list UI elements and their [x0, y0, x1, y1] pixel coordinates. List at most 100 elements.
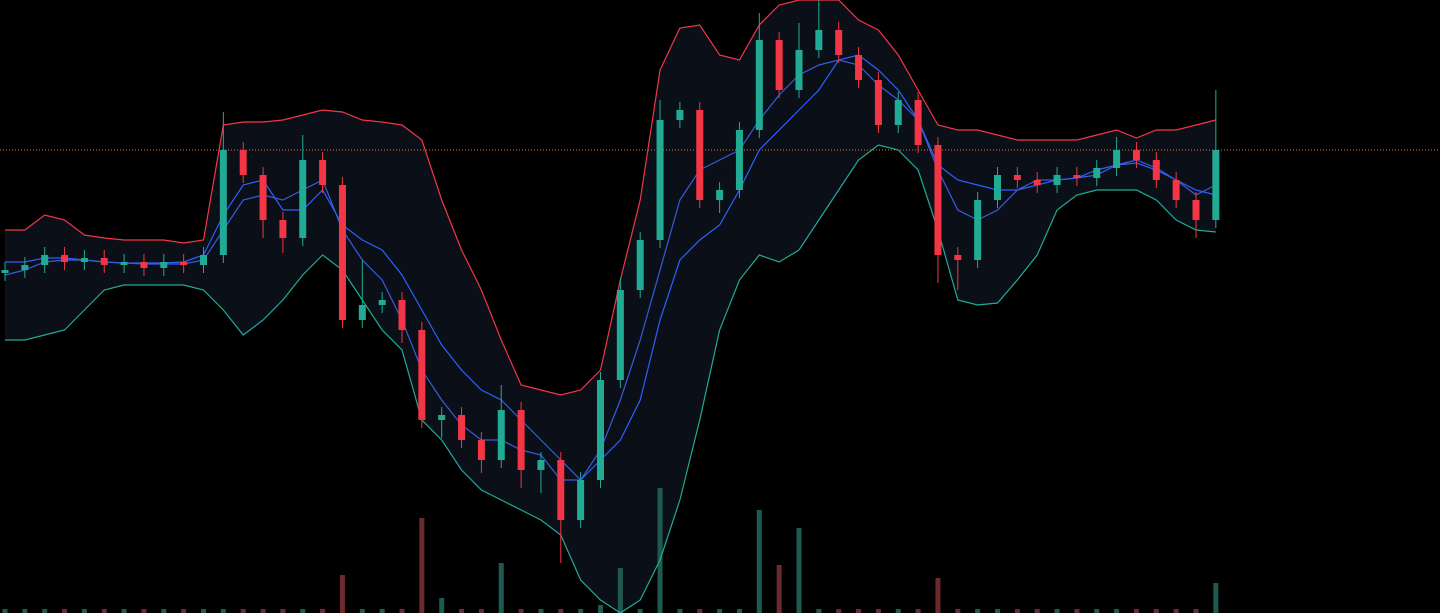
volume-bar: [2, 609, 8, 613]
candle-body: [180, 262, 188, 265]
candle-body: [100, 258, 108, 265]
candle-body: [1212, 150, 1220, 220]
volume-bar: [1074, 609, 1080, 613]
candle-body: [914, 100, 922, 145]
volume-bar: [875, 609, 881, 613]
candle-body: [874, 80, 882, 125]
volume-bar: [657, 488, 663, 613]
candle-body: [438, 415, 446, 420]
volume-bar: [439, 598, 445, 613]
volume-bar: [816, 609, 822, 613]
volume-bar: [220, 609, 226, 613]
volume-bar: [538, 609, 544, 613]
band-line: [5, 54, 1216, 481]
candle-body: [1192, 200, 1200, 220]
volume-bar: [280, 609, 286, 613]
volume-bar: [915, 609, 921, 613]
candle-body: [319, 160, 327, 185]
candle-body: [894, 100, 902, 125]
candle-body: [696, 110, 704, 200]
candle-body: [735, 130, 743, 190]
candle-body: [537, 460, 545, 470]
volume-bar: [677, 609, 683, 613]
candle-body: [954, 255, 962, 260]
candle-body: [239, 150, 247, 175]
candle-body: [80, 258, 88, 262]
candle-body: [636, 240, 644, 290]
volume-bar: [81, 609, 87, 613]
volume-bar: [578, 609, 584, 613]
candle-body: [1113, 150, 1121, 168]
candle-body: [140, 262, 148, 268]
volume-bar: [895, 609, 901, 613]
volume-bar: [518, 609, 524, 613]
candle-body: [1073, 175, 1081, 178]
candle-body: [1152, 160, 1160, 180]
volume-bar: [498, 563, 504, 613]
candle-body: [458, 415, 466, 440]
volume-bar: [42, 609, 48, 613]
candle-body: [41, 255, 49, 265]
candle-body: [656, 120, 664, 240]
candle-body: [716, 190, 724, 200]
volume-bar: [836, 609, 842, 613]
candle-body: [497, 410, 505, 460]
volume-bar: [22, 609, 28, 613]
volume-bar: [359, 609, 365, 613]
volume-bar: [339, 575, 345, 613]
volume-bar: [419, 518, 425, 613]
volume-bar: [459, 609, 465, 613]
candle-body: [219, 150, 227, 255]
candle-body: [597, 380, 604, 480]
candle-body: [934, 145, 942, 255]
candle-body: [1, 270, 9, 273]
band-fill: [5, 0, 1216, 613]
volume-bar: [62, 609, 68, 613]
volume-bar: [260, 609, 266, 613]
candle-body: [1053, 175, 1061, 185]
candle-body: [1033, 180, 1041, 185]
candle-body: [577, 480, 585, 520]
band-line: [5, 0, 1216, 396]
candle-body: [279, 220, 287, 238]
candle-body: [557, 460, 565, 520]
volume-bar: [101, 609, 107, 613]
volume-bar: [995, 609, 1000, 613]
candle-body: [1093, 168, 1101, 178]
volume-bar: [1094, 609, 1100, 613]
volume-bar: [161, 609, 167, 613]
volume-bar: [796, 528, 802, 613]
candle-body: [358, 305, 366, 320]
volume-bar: [935, 578, 941, 613]
volume-bar: [756, 510, 762, 613]
candle-body: [1132, 150, 1140, 160]
candle-body: [200, 255, 207, 265]
volume-bar: [1153, 609, 1159, 613]
volume-bar: [1034, 609, 1040, 613]
volume-bar: [955, 609, 961, 613]
candle-body: [994, 175, 1001, 200]
candle-body: [517, 410, 525, 470]
volume-bar: [776, 565, 782, 613]
candle-body: [21, 265, 29, 270]
candle-body: [835, 30, 843, 55]
volume-bar: [1114, 609, 1120, 613]
candle-body: [1013, 175, 1021, 180]
candle-body: [775, 40, 783, 90]
band-line: [5, 144, 1216, 613]
volume-bar: [1133, 609, 1139, 613]
candle-body: [477, 440, 485, 460]
volume-bar: [598, 605, 603, 613]
candle-body: [1172, 180, 1180, 200]
candle-body: [418, 330, 426, 420]
candle-body: [338, 185, 346, 320]
candle-body: [974, 200, 982, 260]
volume-bar: [637, 609, 643, 613]
volume-bar: [240, 609, 246, 613]
volume-bar: [1173, 609, 1179, 613]
volume-bar: [697, 609, 703, 613]
candle-body: [755, 40, 763, 130]
volume-bar: [121, 609, 127, 613]
